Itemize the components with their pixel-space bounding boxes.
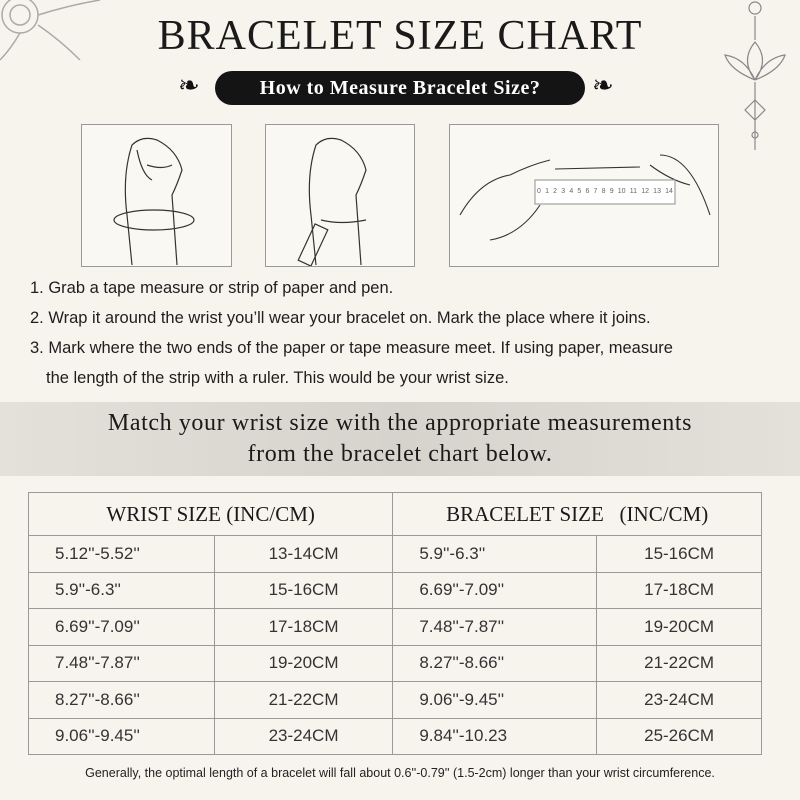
- table-row: 8.27''-8.66'' 21-22CM 9.06''-9.45'' 23-24CM: [28, 681, 762, 719]
- bracelet-inch-cell: 5.9''-6.3'': [392, 535, 598, 573]
- bracelet-cm-cell: 19-20CM: [596, 608, 762, 646]
- ruler-numbers: 0 1 2 3 4 5 6 7 8 9 10 11 12 13 14: [537, 188, 673, 195]
- match-banner: Match your wrist size with the appropria…: [0, 402, 800, 476]
- table-row: 5.12''-5.52'' 13-14CM 5.9''-6.3'' 15-16CM: [28, 535, 762, 573]
- swirl-left-icon: ❧: [178, 70, 200, 100]
- table-row: 7.48''-7.87'' 19-20CM 8.27''-8.66'' 21-22CM: [28, 644, 762, 682]
- bracelet-cm-cell: 17-18CM: [596, 571, 762, 609]
- wrist-cm-cell: 13-14CM: [213, 535, 394, 573]
- ruler-number: 6: [585, 188, 590, 195]
- footnote: Generally, the optimal length of a brace…: [85, 766, 715, 780]
- wrist-cm-cell: 17-18CM: [213, 608, 394, 646]
- bracelet-inch-cell: 6.69''-7.09'': [392, 571, 598, 609]
- banner-line-1: Match your wrist size with the appropria…: [107, 410, 693, 436]
- illustration-wrap-wrist: [81, 124, 232, 267]
- illustration-ruler: 0 1 2 3 4 5 6 7 8 9 10 11 12 13 14: [449, 124, 719, 267]
- wrist-cm-cell: 23-24CM: [213, 717, 394, 755]
- ruler-number: 12: [641, 188, 649, 195]
- wrist-inch-cell: 5.12''-5.52'': [28, 535, 215, 573]
- bracelet-cm-cell: 23-24CM: [596, 681, 762, 719]
- bracelet-inch-cell: 8.27''-8.66'': [392, 644, 598, 682]
- ruler-number: 0: [537, 188, 541, 195]
- size-table: WRIST SIZE (INC/CM) BRACELET SIZE (INC/C…: [27, 492, 762, 755]
- wrist-inch-cell: 7.48''-7.87'': [28, 644, 215, 682]
- ruler-number: 2: [553, 188, 558, 195]
- lotus-ornament-icon: [724, 1, 786, 150]
- bracelet-inch-cell: 9.06''-9.45'': [392, 681, 598, 719]
- hand-pen-icon: [297, 137, 367, 267]
- wrist-inch-cell: 9.06''-9.45'': [28, 717, 215, 755]
- subtitle-pill: How to Measure Bracelet Size?: [215, 71, 585, 105]
- table-row: 5.9''-6.3'' 15-16CM 6.69''-7.09'' 17-18CM: [28, 571, 762, 609]
- bracelet-inch-cell: 9.84''-10.23: [392, 717, 598, 755]
- wrist-cm-cell: 15-16CM: [213, 571, 394, 609]
- wrist-inch-cell: 6.69''-7.09'': [28, 608, 215, 646]
- step-1: 1. Grab a tape measure or strip of paper…: [30, 279, 394, 297]
- ruler-number: 10: [617, 188, 626, 195]
- page-title: BRACELET SIZE CHART: [157, 13, 643, 59]
- ruler-number: 4: [569, 188, 574, 195]
- table-header: WRIST SIZE (INC/CM) BRACELET SIZE (INC/C…: [27, 492, 762, 536]
- ruler-number: 1: [545, 188, 549, 195]
- bracelet-cm-cell: 15-16CM: [596, 535, 762, 573]
- step-3: 3. Mark where the two ends of the paper …: [30, 339, 673, 357]
- bracelet-inch-cell: 7.48''-7.87'': [392, 608, 598, 646]
- step-2: 2. Wrap it around the wrist you’ll wear …: [30, 309, 651, 327]
- step-3-cont: the length of the strip with a ruler. Th…: [46, 369, 509, 387]
- mandala-corner-icon: [0, 0, 101, 61]
- table-row: 9.06''-9.45'' 23-24CM 9.84''-10.23 25-26CM: [28, 717, 762, 755]
- ruler-number: 8: [601, 188, 606, 195]
- table-row: 6.69''-7.09'' 17-18CM 7.48''-7.87'' 19-20CM: [28, 608, 762, 646]
- hands-ruler-icon: [459, 154, 711, 241]
- header-bracelet-size: BRACELET SIZE (INC/CM): [392, 492, 762, 536]
- ruler-number: 13: [653, 188, 661, 195]
- ruler-number: 11: [629, 188, 638, 195]
- ruler-number: 7: [593, 188, 598, 195]
- wrist-cm-cell: 19-20CM: [213, 644, 394, 682]
- ruler-number: 5: [577, 188, 582, 195]
- ruler-number: 3: [561, 188, 566, 195]
- illustration-mark-wrist: [265, 124, 415, 267]
- hand-tape-icon: [113, 137, 195, 266]
- bracelet-cm-cell: 21-22CM: [596, 644, 762, 682]
- wrist-inch-cell: 5.9''-6.3'': [28, 571, 215, 609]
- bracelet-cm-cell: 25-26CM: [596, 717, 762, 755]
- ruler-number: 14: [665, 188, 673, 195]
- instruction-steps: 1. Grab a tape measure or strip of paper…: [30, 273, 673, 393]
- ruler-number: 9: [609, 188, 614, 195]
- swirl-right-icon: ❧: [592, 70, 614, 100]
- wrist-inch-cell: 8.27''-8.66'': [28, 681, 215, 719]
- wrist-cm-cell: 21-22CM: [213, 681, 394, 719]
- header-wrist-size: WRIST SIZE (INC/CM): [27, 492, 394, 536]
- banner-line-2: from the bracelet chart below.: [247, 441, 553, 467]
